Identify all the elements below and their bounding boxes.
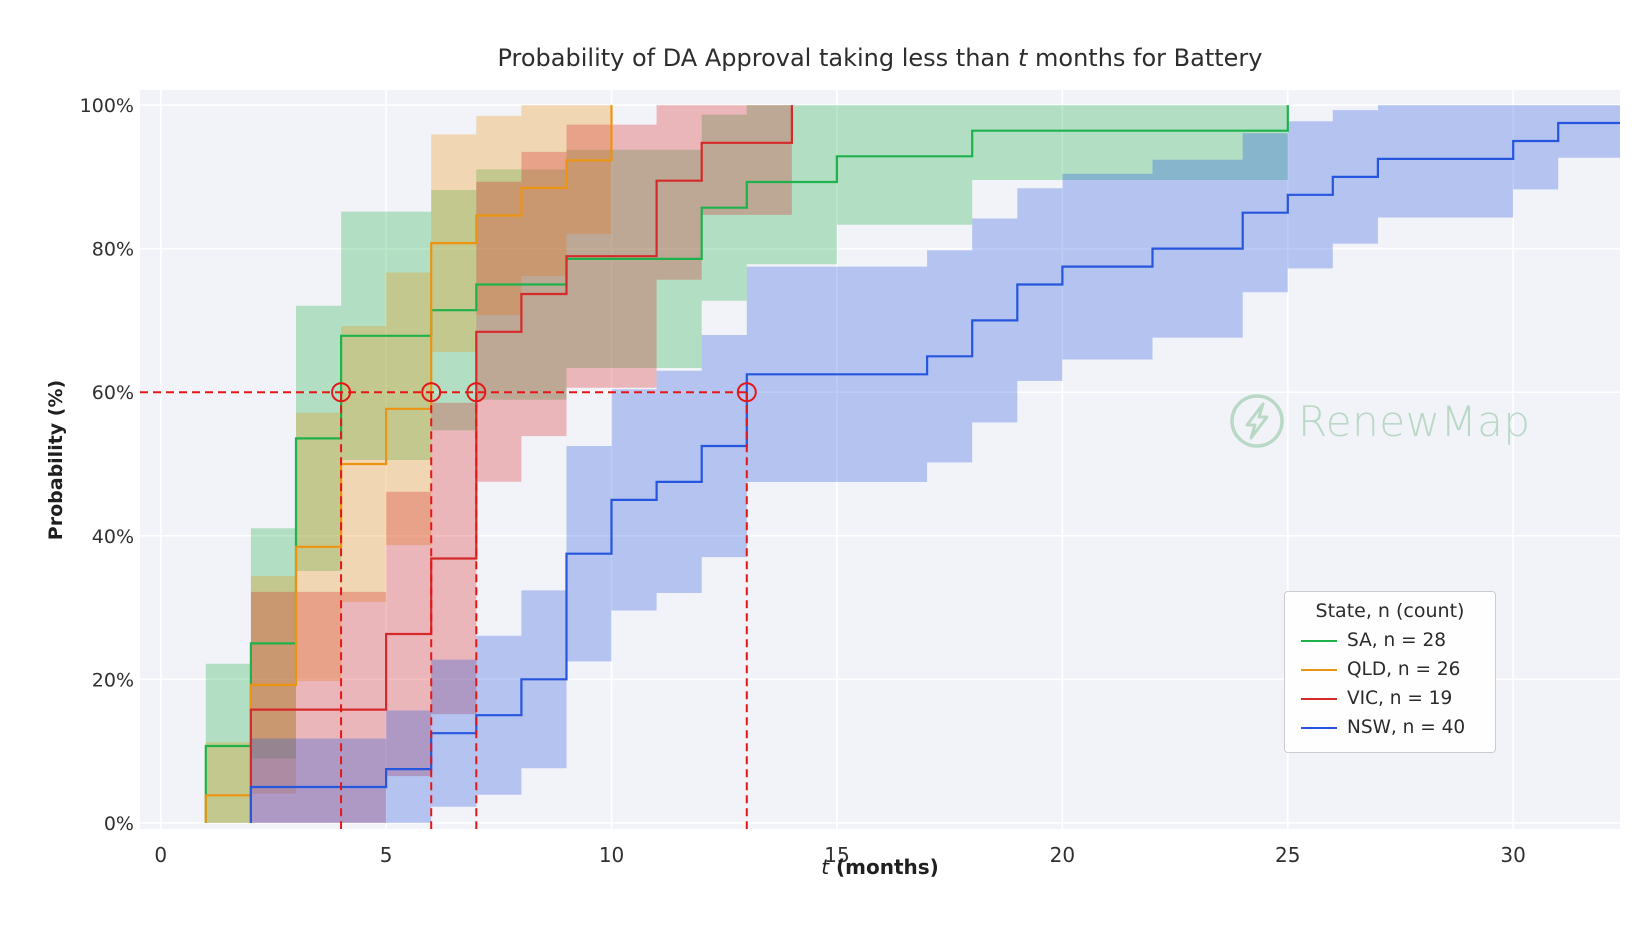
x-tick-30: 30 — [1500, 843, 1525, 867]
chart-title-pre: Probability of DA Approval taking less t… — [497, 44, 1018, 72]
band-NSW — [250, 105, 1620, 823]
threshold-annotation — [140, 382, 757, 829]
legend-entry-nsw: NSW, n = 40 — [1295, 713, 1485, 742]
legend-swatch-line — [1301, 639, 1337, 642]
y-tick-80: 80% — [92, 239, 134, 261]
chart-title-italic-t: t — [1017, 44, 1028, 72]
y-axis-label: Probability (%) — [45, 379, 67, 541]
legend-entry-sa: SA, n = 28 — [1295, 626, 1485, 655]
watermark: RenewMap — [1228, 392, 1531, 450]
legend-entry-label: QLD, n = 26 — [1347, 659, 1461, 680]
x-axis-label-italic-t: t — [821, 855, 830, 879]
crossing-marker-month-7 — [466, 382, 487, 403]
legend-entry-label: NSW, n = 40 — [1347, 717, 1466, 738]
x-tick-20: 20 — [1050, 843, 1075, 867]
watermark-text: RenewMap — [1298, 396, 1531, 446]
crossing-marker-month-6 — [421, 382, 442, 403]
legend-swatch-line — [1301, 697, 1337, 700]
crossing-marker-month-4 — [331, 382, 352, 403]
legend-entry-qld: QLD, n = 26 — [1295, 655, 1485, 684]
x-tick-10: 10 — [599, 843, 624, 867]
y-tick-labels: 0% 20% 40% 60% 80% 100% — [80, 95, 134, 835]
legend-entry-label: SA, n = 28 — [1347, 630, 1447, 651]
renewmap-logo-bolt-icon — [1230, 394, 1284, 448]
x-axis-label: t (months) — [140, 855, 1620, 879]
x-tick-5: 5 — [380, 843, 393, 867]
line-QLD — [204, 105, 613, 823]
line-SA — [204, 105, 1289, 823]
line-NSW — [249, 121, 1620, 823]
chart-title-post: months for Battery — [1027, 44, 1263, 72]
legend-entry-vic: VIC, n = 19 — [1295, 684, 1485, 713]
y-tick-60: 60% — [92, 382, 134, 404]
x-tick-0: 0 — [154, 843, 167, 867]
x-axis-label-rest: (months) — [829, 855, 939, 879]
x-tick-labels: 0 5 10 15 20 25 30 — [154, 843, 1526, 867]
legend-swatch-line — [1301, 668, 1337, 671]
y-tick-40: 40% — [92, 526, 134, 548]
y-tick-100: 100% — [80, 95, 134, 117]
x-tick-25: 25 — [1275, 843, 1300, 867]
legend-entry-label: VIC, n = 19 — [1347, 688, 1453, 709]
y-tick-20: 20% — [92, 669, 134, 691]
ecdf-lines — [204, 105, 1620, 823]
crossing-marker-month-13 — [736, 382, 757, 403]
y-tick-0: 0% — [104, 813, 134, 835]
chart-title: Probability of DA Approval taking less t… — [140, 44, 1620, 72]
line-VIC — [249, 105, 793, 823]
legend-box: State, n (count) SA, n = 28 QLD, n = 26 VI… — [1284, 591, 1496, 753]
legend-entries: SA, n = 28 QLD, n = 26 VIC, n = 19 NSW, n =… — [1295, 626, 1485, 742]
legend-swatch-line — [1301, 726, 1337, 729]
legend-title: State, n (count) — [1315, 600, 1465, 622]
x-tick-15: 15 — [824, 843, 849, 867]
